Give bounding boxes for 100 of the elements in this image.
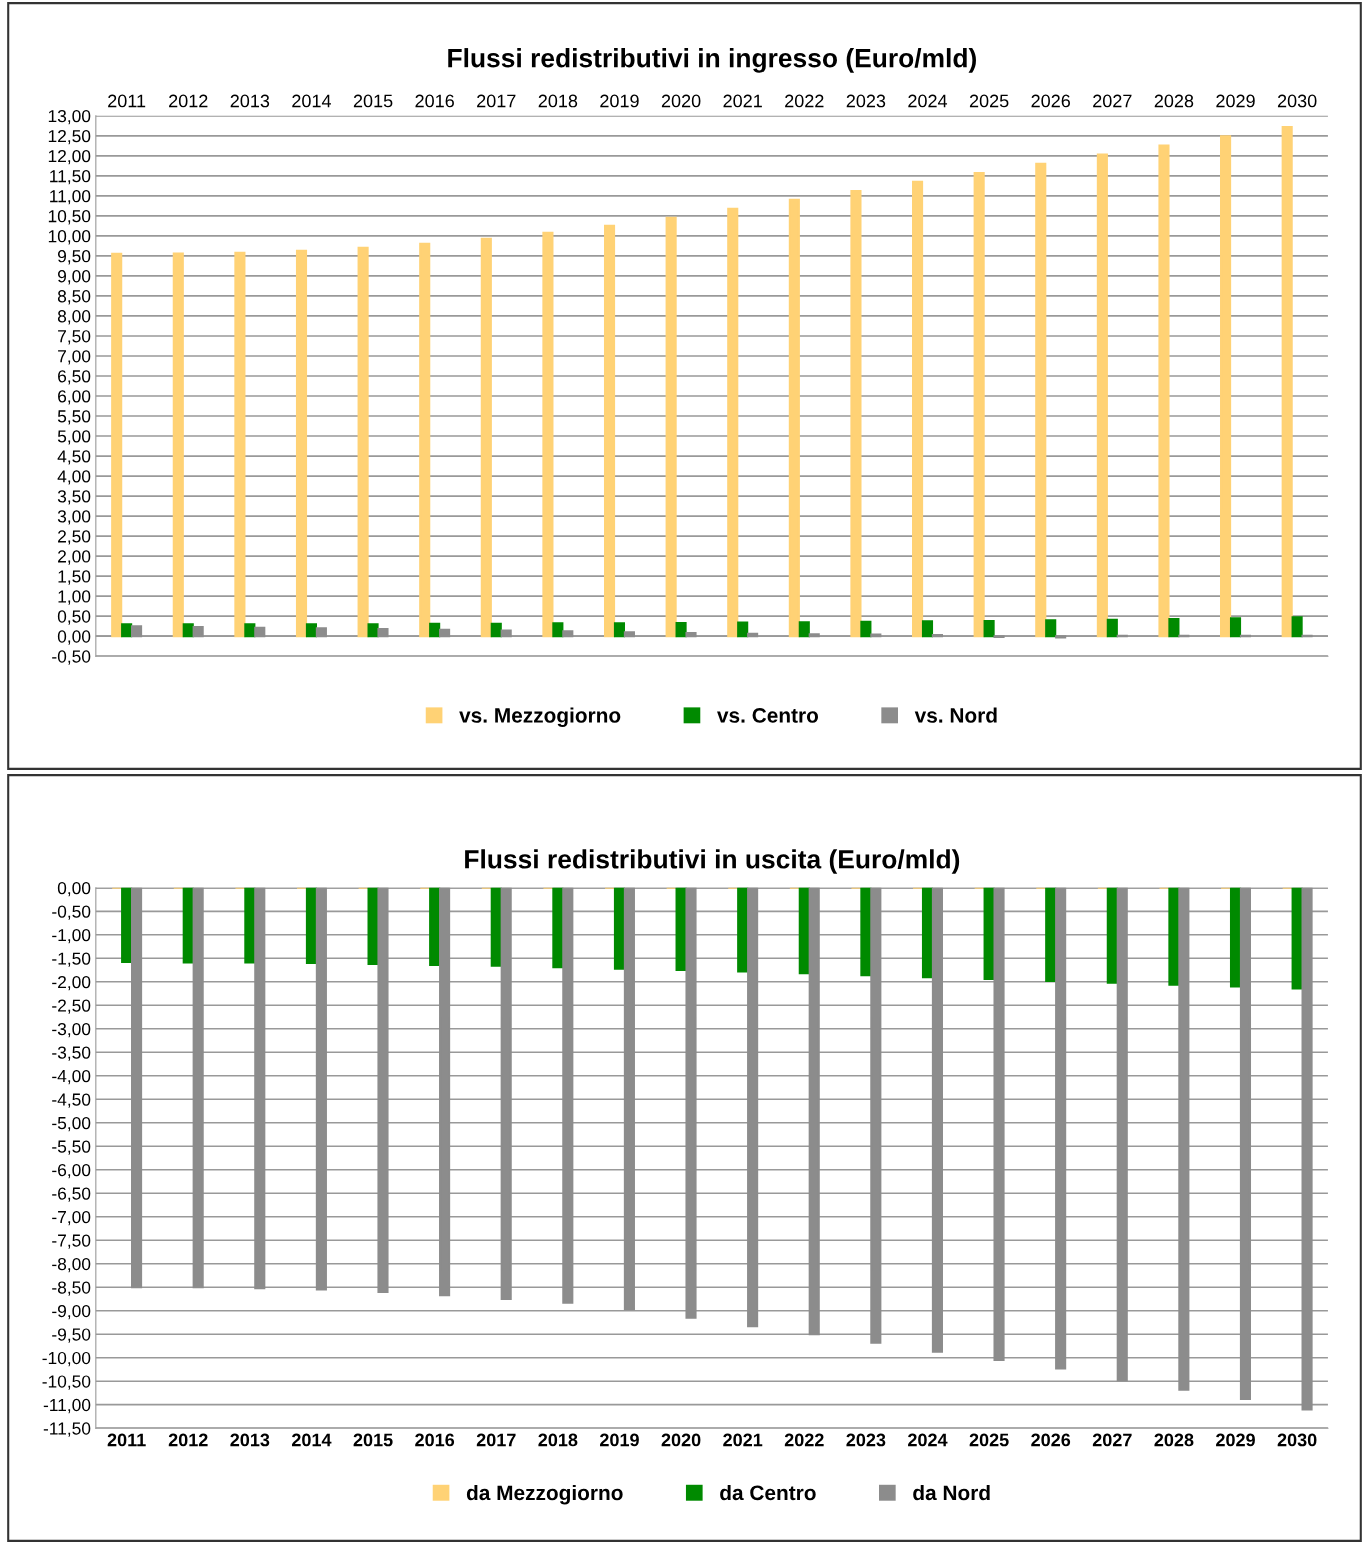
y-tick-label: -0,50 bbox=[52, 650, 91, 665]
bar bbox=[788, 198, 800, 638]
y-tick-label: 10,50 bbox=[48, 210, 91, 225]
y-tick-label: 11,50 bbox=[50, 170, 91, 185]
y-tick-label: 1,00 bbox=[58, 590, 91, 605]
x-tick-label: 2019 bbox=[600, 94, 639, 108]
chart-title: Flussi redistributivi in uscita (Euro/mld) bbox=[465, 849, 960, 874]
y-tick-label: -10,50 bbox=[42, 1375, 91, 1390]
legend-label: da Mezzogiorno bbox=[466, 1484, 623, 1505]
y-tick-label: 4,00 bbox=[57, 470, 91, 485]
x-tick-label: 2030 bbox=[1277, 94, 1317, 108]
y-tick-label: 3,50 bbox=[57, 490, 91, 505]
bar bbox=[675, 621, 687, 638]
x-tick-label: 2014 bbox=[292, 94, 331, 108]
x-tick-label: 2016 bbox=[415, 94, 454, 108]
y-tick-label: 9,50 bbox=[58, 250, 91, 265]
x-tick-label: 2027 bbox=[1092, 1433, 1132, 1447]
y-tick-label: 10,00 bbox=[48, 230, 91, 245]
y-tick-label: 12,50 bbox=[48, 129, 91, 145]
bar bbox=[912, 180, 924, 638]
x-tick-label: 2011 bbox=[108, 94, 146, 108]
x-tick-label: 2028 bbox=[1154, 94, 1194, 108]
y-tick-label: -3,00 bbox=[52, 1022, 91, 1038]
y-tick-label: 13,00 bbox=[48, 109, 91, 125]
y-tick-label: 4,50 bbox=[57, 450, 91, 465]
bar bbox=[727, 207, 739, 638]
y-tick-label: 11,00 bbox=[50, 190, 91, 205]
y-tick-label: -11,00 bbox=[43, 1398, 91, 1414]
bar bbox=[542, 231, 554, 638]
bar bbox=[685, 631, 697, 638]
x-tick-label: 2015 bbox=[353, 94, 393, 108]
bar bbox=[315, 627, 327, 638]
y-tick-label: -9,00 bbox=[52, 1304, 91, 1320]
legend-label: vs. Mezzogiorno bbox=[459, 707, 621, 727]
y-tick-label: 6,50 bbox=[58, 370, 91, 385]
x-tick-label: 2019 bbox=[600, 1433, 639, 1447]
x-tick-label: 2018 bbox=[538, 94, 578, 108]
bar bbox=[500, 629, 512, 638]
bar bbox=[613, 622, 626, 638]
bar bbox=[737, 621, 749, 638]
bar bbox=[172, 252, 184, 638]
legend-label: da Nord bbox=[913, 1484, 990, 1501]
bar bbox=[295, 249, 308, 638]
bar bbox=[182, 623, 194, 638]
legend-label: vs. Nord bbox=[914, 707, 997, 723]
bar bbox=[1045, 619, 1057, 638]
bar bbox=[111, 252, 123, 638]
x-tick-label: 2020 bbox=[661, 94, 701, 108]
y-tick-label: -5,50 bbox=[52, 1140, 91, 1155]
x-tick-label: 2026 bbox=[1031, 94, 1070, 108]
x-tick-label: 2021 bbox=[723, 94, 762, 108]
bar bbox=[490, 622, 502, 638]
y-tick-label: -9,50 bbox=[52, 1328, 91, 1343]
bar bbox=[357, 246, 369, 638]
bar bbox=[623, 631, 635, 638]
x-tick-label: 2023 bbox=[846, 94, 886, 108]
bar bbox=[480, 237, 492, 638]
legend-label: da Centro bbox=[720, 1484, 816, 1501]
chart-title: Flussi redistributivi in ingresso (Euro/mld) bbox=[448, 48, 976, 73]
y-tick-label: 8,00 bbox=[57, 310, 91, 325]
y-tick-label: 5,00 bbox=[57, 430, 91, 445]
x-tick-label: 2026 bbox=[1031, 1433, 1071, 1447]
bar bbox=[429, 622, 441, 638]
x-tick-label: 2024 bbox=[908, 94, 948, 108]
bar bbox=[552, 622, 564, 638]
bar bbox=[1291, 616, 1303, 638]
bar bbox=[254, 626, 266, 638]
y-tick-label: 8,50 bbox=[57, 290, 91, 305]
x-tick-label: 2021 bbox=[723, 1433, 763, 1447]
x-tick-label: 2022 bbox=[784, 1433, 824, 1447]
bar bbox=[1220, 135, 1232, 638]
y-tick-label: 7,50 bbox=[58, 330, 91, 345]
x-tick-label: 2013 bbox=[230, 1433, 270, 1447]
y-tick-label: -8,50 bbox=[52, 1281, 91, 1296]
bar bbox=[439, 628, 451, 638]
y-tick-label: 9,00 bbox=[58, 270, 91, 285]
y-tick-label: -6,00 bbox=[52, 1163, 91, 1179]
y-tick-label: 12,00 bbox=[48, 150, 91, 165]
x-tick-label: 2028 bbox=[1154, 1433, 1194, 1447]
bar bbox=[1281, 125, 1293, 638]
bar bbox=[798, 621, 810, 638]
y-tick-label: -5,00 bbox=[52, 1116, 91, 1132]
x-tick-label: 2022 bbox=[785, 94, 824, 108]
bar bbox=[973, 172, 985, 638]
x-tick-label: 2023 bbox=[846, 1433, 886, 1447]
y-tick-label: 7,00 bbox=[58, 350, 91, 365]
x-tick-label: 2013 bbox=[230, 94, 270, 108]
bar bbox=[419, 242, 431, 638]
x-tick-label: 2015 bbox=[353, 1433, 393, 1447]
bar bbox=[1106, 618, 1118, 638]
x-tick-label: 2018 bbox=[538, 1433, 578, 1447]
x-tick-label: 2017 bbox=[477, 94, 516, 108]
bar bbox=[808, 633, 820, 638]
bar bbox=[234, 251, 246, 638]
y-tick-label: 2,50 bbox=[58, 530, 91, 545]
y-tick-label: -10,00 bbox=[42, 1351, 91, 1367]
y-tick-label: -0,50 bbox=[52, 905, 91, 920]
bar bbox=[665, 216, 677, 638]
y-tick-label: 3,00 bbox=[57, 510, 91, 525]
x-tick-label: 2025 bbox=[969, 1433, 1009, 1447]
